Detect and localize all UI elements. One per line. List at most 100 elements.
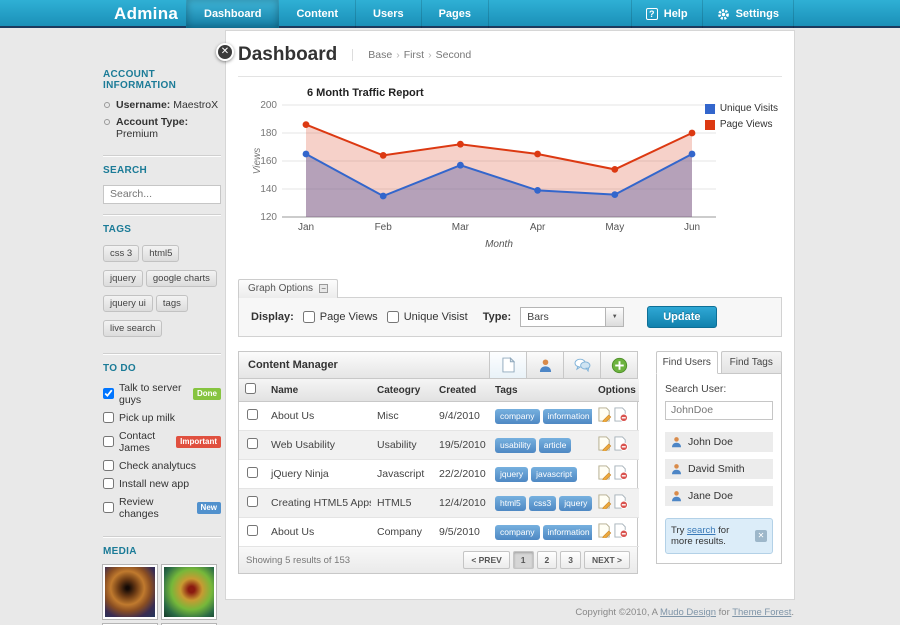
- row-tag-information[interactable]: information: [542, 408, 592, 424]
- comments-tool-button[interactable]: [563, 352, 600, 378]
- search-input[interactable]: [103, 184, 221, 204]
- sidebar-tag-google-charts[interactable]: google charts: [145, 269, 217, 287]
- delete-icon[interactable]: [614, 407, 628, 425]
- todo-item-pick-up-milk[interactable]: Pick up milk: [103, 412, 221, 424]
- breadcrumb-base[interactable]: Base: [368, 49, 393, 61]
- todo-checkbox[interactable]: [103, 388, 114, 399]
- user-result-jane-doe[interactable]: Jane Doe: [665, 485, 773, 506]
- todo-heading: TO DO: [103, 362, 136, 374]
- page-button-prev[interactable]: < PREV: [463, 551, 510, 569]
- content-manager-header: Content Manager: [239, 352, 637, 379]
- user-result-david-smith[interactable]: David Smith: [665, 458, 773, 479]
- row-checkbox[interactable]: [246, 525, 258, 536]
- select-all-checkbox[interactable]: [245, 383, 256, 394]
- row-checkbox[interactable]: [246, 467, 258, 478]
- theme-forest-link[interactable]: Theme Forest: [732, 607, 792, 618]
- breadcrumb-second[interactable]: Second: [435, 49, 472, 61]
- type-select[interactable]: Bars ▼: [520, 307, 625, 327]
- tab-find-tags[interactable]: Find Tags: [720, 351, 782, 374]
- delete-icon[interactable]: [614, 465, 628, 483]
- svg-text:Month: Month: [485, 239, 513, 250]
- row-checkbox[interactable]: [246, 409, 258, 420]
- row-tag-html5[interactable]: html5: [495, 495, 526, 511]
- todo-checkbox[interactable]: [103, 436, 114, 447]
- media-thumbnail-1[interactable]: [102, 563, 158, 620]
- mudo-design-link[interactable]: Mudo Design: [660, 607, 717, 618]
- delete-icon[interactable]: [614, 523, 628, 541]
- sidebar-tag-tags[interactable]: tags: [155, 294, 188, 312]
- users-tool-button[interactable]: [526, 352, 563, 378]
- settings-button[interactable]: Settings: [701, 0, 794, 28]
- page-button-2[interactable]: 2: [536, 551, 558, 569]
- edit-icon[interactable]: [598, 407, 612, 425]
- row-tag-usability[interactable]: usability: [495, 437, 536, 453]
- close-icon[interactable]: ✕: [755, 529, 767, 542]
- row-tag-article[interactable]: article: [538, 437, 572, 453]
- row-checkbox[interactable]: [246, 438, 258, 449]
- row-tag-jquery[interactable]: jquery: [495, 466, 529, 482]
- row-tag-company[interactable]: company: [495, 524, 540, 540]
- todo-checkbox[interactable]: [103, 460, 114, 471]
- row-tag-css3[interactable]: css3: [528, 495, 557, 511]
- sidebar-tag-css-3[interactable]: css 3: [103, 244, 140, 262]
- todo-item-install-new-app[interactable]: Install new app: [103, 478, 221, 490]
- tags-section: TAGS css 3 html5 jquery google charts jquery…: [103, 215, 221, 354]
- close-panel-button[interactable]: ✕: [216, 43, 234, 61]
- nav-tab-users[interactable]: Users: [356, 0, 422, 28]
- add-content-button[interactable]: [600, 352, 637, 378]
- nav-tab-content[interactable]: Content: [279, 0, 357, 28]
- search-user-input[interactable]: [665, 400, 773, 420]
- edit-icon[interactable]: [598, 436, 612, 454]
- row-tag-jquery[interactable]: jquery: [559, 495, 592, 511]
- todo-item-review-changes[interactable]: Review changes New: [103, 496, 221, 520]
- edit-icon[interactable]: [598, 494, 612, 512]
- todo-item-talk-to-server-guys[interactable]: Talk to server guys Done: [103, 382, 221, 406]
- sidebar-tag-live-search[interactable]: live search: [103, 319, 163, 337]
- nav-tab-dashboard[interactable]: Dashboard: [186, 0, 280, 28]
- row-select-cell: [239, 459, 265, 489]
- delete-icon[interactable]: [614, 436, 628, 454]
- edit-icon[interactable]: [598, 523, 612, 541]
- delete-icon[interactable]: [614, 494, 628, 512]
- todo-checkbox[interactable]: [103, 412, 114, 423]
- page-views-checkbox[interactable]: Page Views: [302, 311, 378, 323]
- page-button-3[interactable]: 3: [560, 551, 581, 569]
- media-thumbnail-3[interactable]: [102, 622, 158, 625]
- media-thumbnail-2[interactable]: [161, 563, 217, 620]
- help-button[interactable]: ? Help: [630, 0, 702, 28]
- todo-item-contact-james[interactable]: Contact James Important: [103, 430, 221, 454]
- svg-text:120: 120: [260, 212, 277, 223]
- row-tag-information[interactable]: information: [542, 524, 592, 540]
- unique-visits-checkbox-input[interactable]: [386, 311, 399, 323]
- nav-tab-pages[interactable]: Pages: [422, 0, 490, 28]
- sidebar-tag-html5[interactable]: html5: [142, 244, 180, 262]
- page-button-next[interactable]: NEXT >: [584, 551, 630, 569]
- update-button[interactable]: Update: [647, 306, 717, 328]
- sidebar-tag-jquery[interactable]: jquery: [103, 269, 143, 287]
- search-heading: SEARCH: [103, 165, 148, 176]
- page-views-checkbox-input[interactable]: [302, 311, 315, 323]
- row-checkbox[interactable]: [246, 496, 258, 507]
- unique-visits-checkbox[interactable]: Unique Visist: [386, 311, 468, 323]
- todo-badge-new: New: [196, 501, 221, 514]
- row-tag-company[interactable]: company: [495, 408, 540, 424]
- todo-checkbox[interactable]: [103, 502, 114, 513]
- person-icon: [671, 436, 682, 448]
- media-thumbnail-4[interactable]: [161, 622, 217, 625]
- row-tag-javascript[interactable]: javascript: [531, 466, 578, 482]
- row-options: [592, 430, 639, 460]
- todo-checkbox[interactable]: [103, 478, 114, 489]
- graph-options-tab[interactable]: Graph Options −: [238, 279, 339, 298]
- breadcrumb-first[interactable]: First: [403, 49, 425, 61]
- page-button-1[interactable]: 1: [512, 551, 534, 569]
- search-more-link[interactable]: search: [687, 524, 716, 536]
- svg-text:May: May: [605, 222, 624, 233]
- todo-item-check-analytucs[interactable]: Check analytucs: [103, 460, 221, 472]
- user-result-john-doe[interactable]: John Doe: [665, 431, 773, 452]
- documents-tool-button[interactable]: [489, 352, 526, 378]
- todo-section: TO DO Talk to server guys Done Pick up mil…: [103, 354, 221, 537]
- tab-find-users[interactable]: Find Users: [656, 351, 718, 374]
- edit-icon[interactable]: [598, 465, 612, 483]
- sidebar-tag-jquery-ui[interactable]: jquery ui: [103, 294, 153, 312]
